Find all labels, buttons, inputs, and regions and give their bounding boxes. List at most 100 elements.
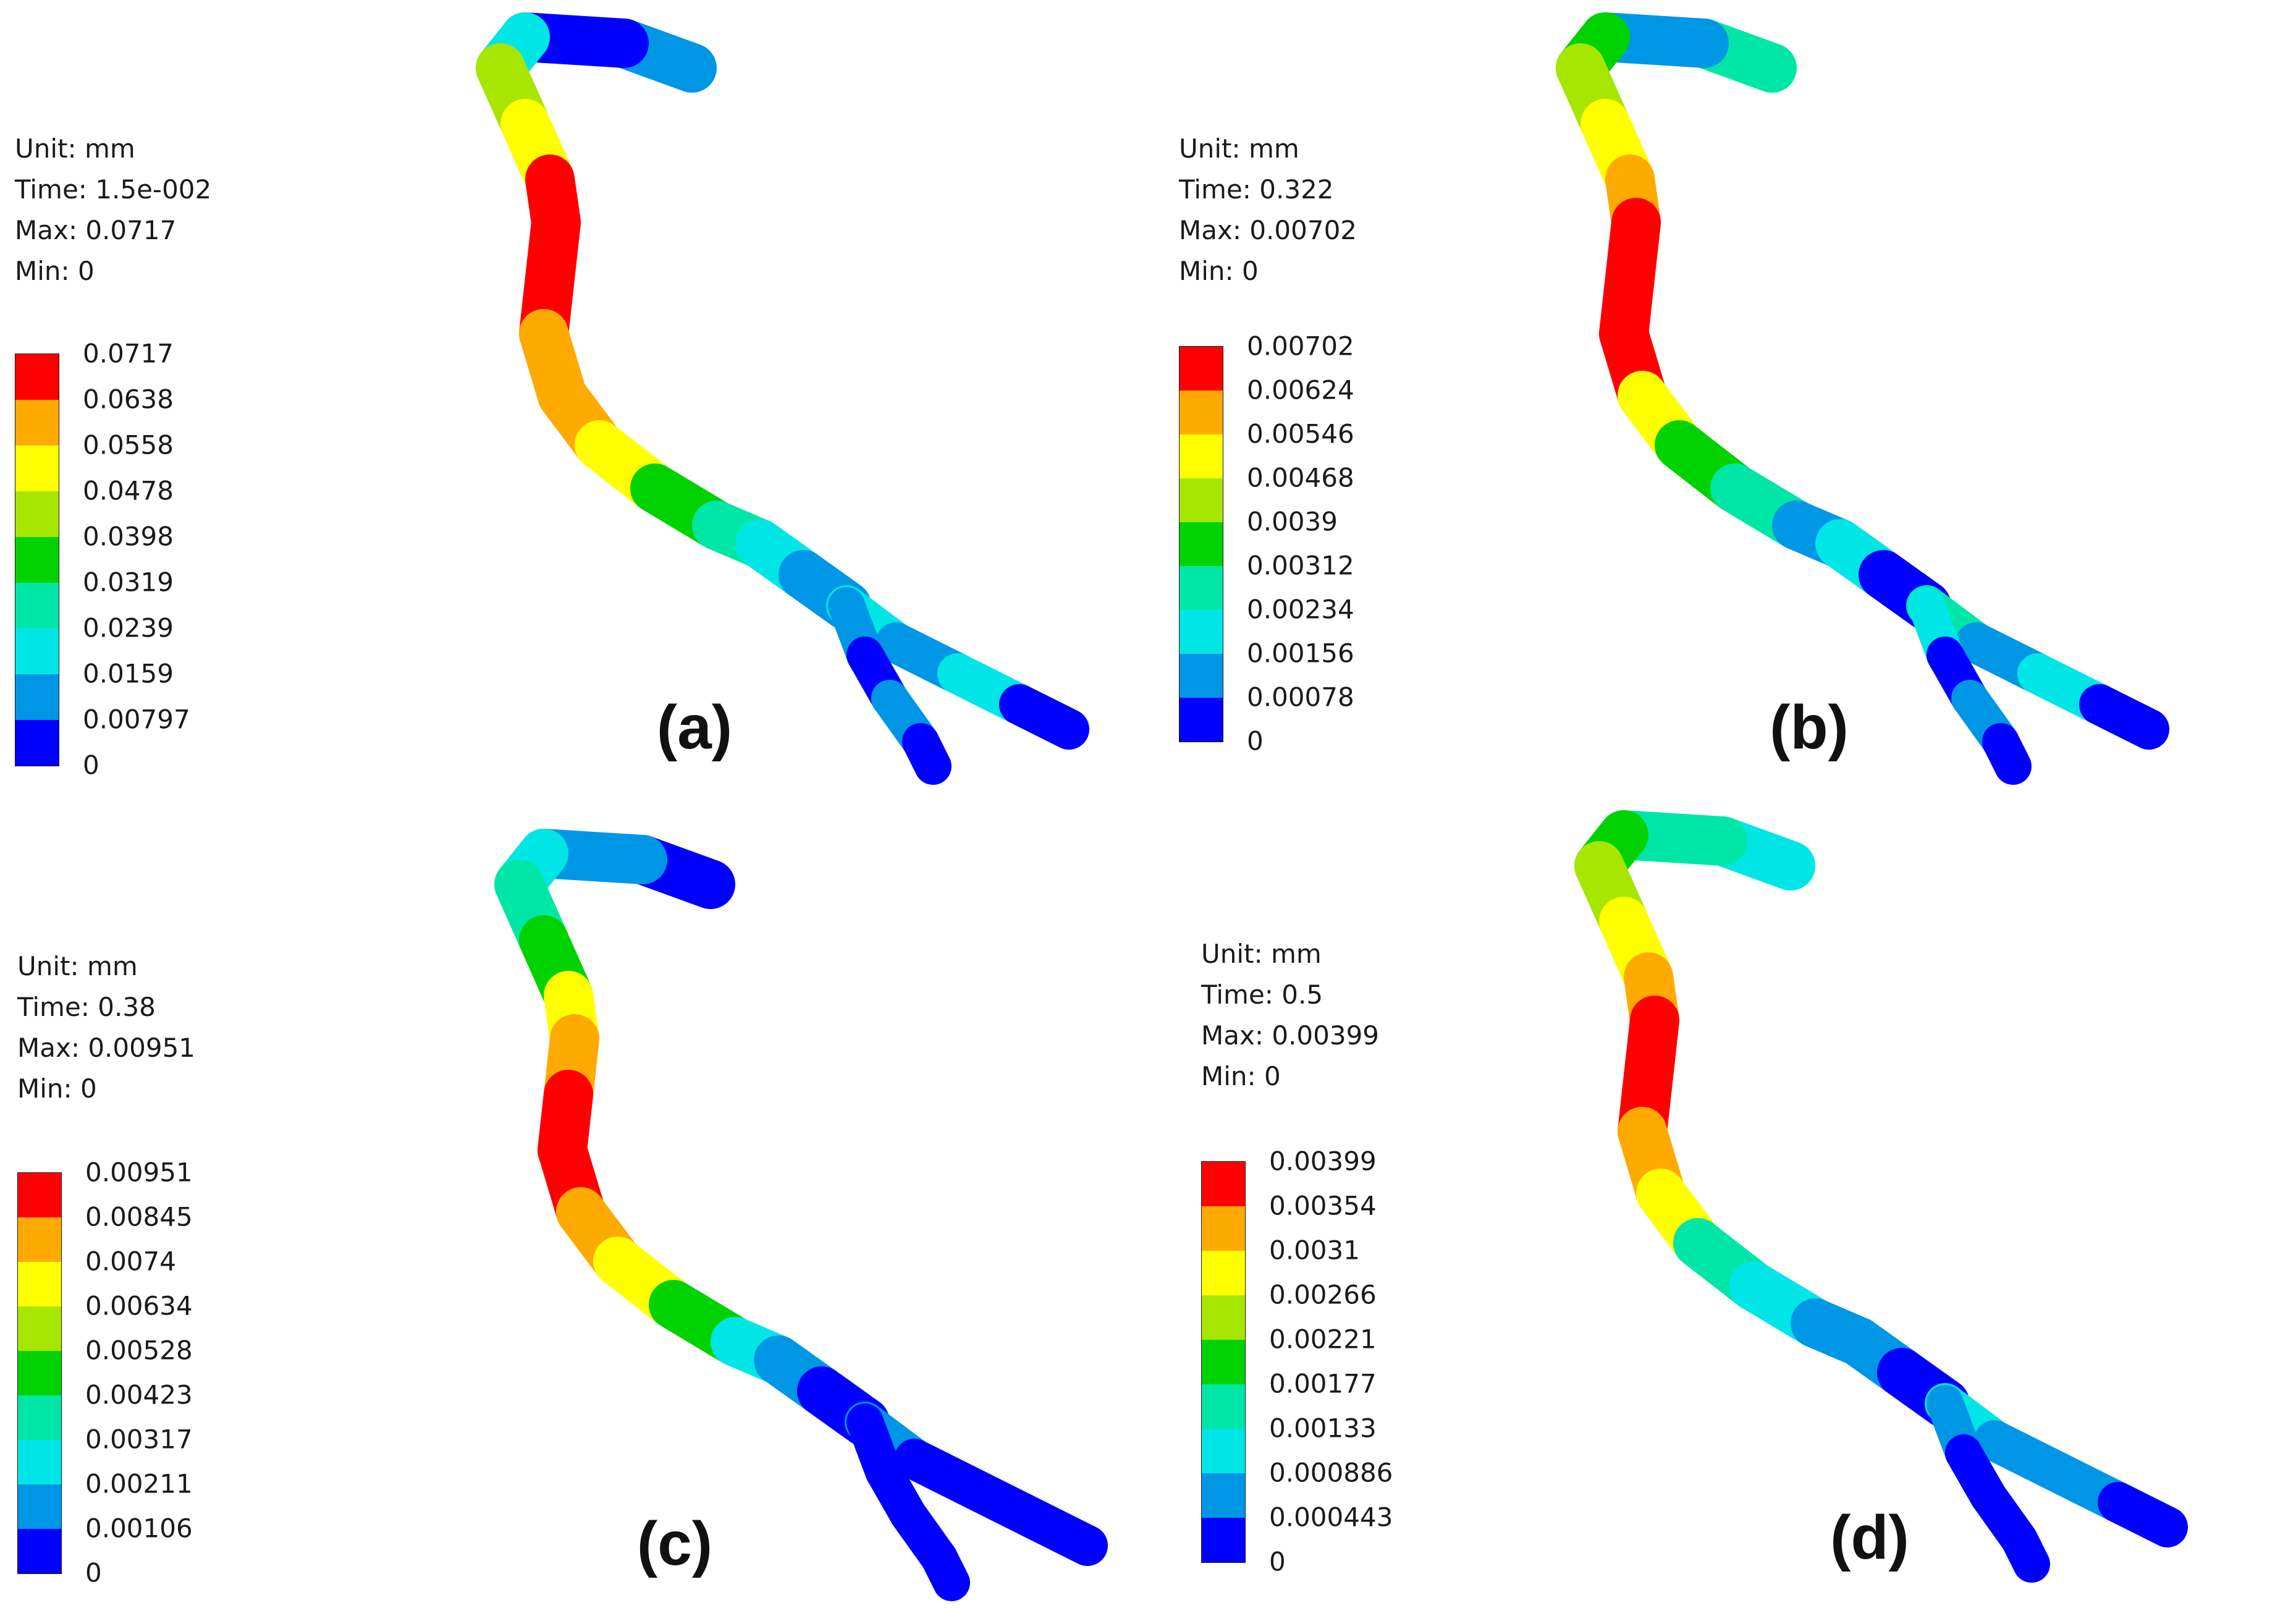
legend-tick-label: 0.00234 xyxy=(1247,594,1354,625)
legend-tick-label: 0.00468 xyxy=(1247,462,1354,493)
legend-tick-label: 0.0239 xyxy=(83,612,174,643)
legend-color-bin xyxy=(15,400,59,446)
legend-tick-label: 0.0398 xyxy=(83,521,174,552)
legend-tick-label: 0.000443 xyxy=(1269,1502,1393,1533)
legend-tick-label: 0.00177 xyxy=(1269,1368,1377,1399)
legend-colorbar xyxy=(17,1172,62,1574)
unit-text: Unit: mm xyxy=(17,951,138,981)
time-text: Time: 0.322 xyxy=(1179,174,1334,205)
vessel-segment xyxy=(2098,1482,2188,1547)
legend-color-bin xyxy=(1180,478,1223,522)
max-text: Max: 0.00951 xyxy=(17,1033,196,1063)
legend-tick-label: 0.0159 xyxy=(83,658,174,689)
vessel-segment xyxy=(2001,1521,2050,1583)
legend-tick-label: 0.00211 xyxy=(85,1468,193,1499)
unit-text: Unit: mm xyxy=(15,133,135,164)
legend-color-bin xyxy=(1202,1429,1245,1473)
legend-tick-label: 0.000886 xyxy=(1269,1457,1393,1488)
min-text: Min: 0 xyxy=(15,256,95,286)
legend-color-bin xyxy=(18,1217,61,1262)
legend-tick-label: 0.00951 xyxy=(85,1157,193,1188)
vessel-segment xyxy=(1982,723,2032,785)
panel-label: (c) xyxy=(636,1509,713,1578)
legend-color-bin xyxy=(1180,654,1223,698)
legend-color-bin xyxy=(15,446,59,491)
legend-colorbar xyxy=(1179,346,1223,742)
legend-tick-label: 0.0558 xyxy=(83,430,174,460)
legend-color-bin xyxy=(1180,698,1223,742)
legend-tick-label: 0 xyxy=(85,1557,102,1588)
legend-color-bin xyxy=(15,628,59,674)
legend-color-bin xyxy=(1202,1384,1245,1429)
info-block: Unit: mm Time: 0.5 Max: 0.00399 Min: 0 xyxy=(1201,934,1379,1097)
legend-color-bin xyxy=(1180,610,1223,654)
legend-color-bin xyxy=(15,720,59,766)
legend-color-bin xyxy=(15,674,59,720)
legend-tick-label: 0.0031 xyxy=(1269,1235,1360,1266)
legend-color-bin xyxy=(1202,1251,1245,1295)
legend-colorbar xyxy=(15,353,59,766)
legend-color-bin xyxy=(15,354,59,400)
legend-tick-label: 0.0319 xyxy=(83,567,174,598)
legend-tick-label: 0 xyxy=(1247,726,1264,756)
panel-a: Unit: mm Time: 1.5e-002 Max: 0.0717 Min:… xyxy=(0,0,1148,804)
legend-color-bin xyxy=(18,1173,61,1217)
legend-color-bin xyxy=(18,1395,61,1440)
legend-tick-label: 0.0638 xyxy=(83,384,174,415)
legend-tick-label: 0.0074 xyxy=(85,1246,176,1277)
legend-tick-label: 0 xyxy=(83,750,99,781)
vessel-model xyxy=(494,829,1108,1601)
legend-tick-label: 0.00845 xyxy=(85,1201,193,1232)
vessel-segment xyxy=(2079,684,2169,750)
legend-tick-label: 0.00634 xyxy=(85,1290,193,1321)
vessel-model xyxy=(476,12,1089,785)
legend-color-bin xyxy=(15,491,59,537)
legend-color-bin xyxy=(1180,391,1223,434)
panel-label: (a) xyxy=(656,693,733,762)
legend-color-bin xyxy=(1180,347,1223,391)
legend-color-bin xyxy=(18,1484,61,1529)
legend-tick-label: 0.00312 xyxy=(1247,550,1354,581)
time-text: Time: 0.38 xyxy=(17,992,156,1022)
legend-tick-label: 0.00423 xyxy=(85,1379,193,1410)
legend-colorbar xyxy=(1201,1161,1246,1563)
info-block: Unit: mm Time: 1.5e-002 Max: 0.0717 Min:… xyxy=(15,129,211,292)
legend-tick-label: 0.00078 xyxy=(1247,682,1354,713)
legend-color-bin xyxy=(1180,566,1223,610)
min-text: Min: 0 xyxy=(1201,1061,1281,1091)
legend-tick-label: 0.00546 xyxy=(1247,418,1354,449)
panel-c: Unit: mm Time: 0.38 Max: 0.00951 Min: 0 … xyxy=(0,804,1148,1608)
legend-tick-label: 0.00399 xyxy=(1269,1146,1377,1177)
time-text: Time: 1.5e-002 xyxy=(15,174,212,205)
legend-tick-label: 0.0717 xyxy=(83,338,174,369)
vessel-segment xyxy=(902,723,952,785)
legend-tick-label: 0.00156 xyxy=(1247,638,1354,669)
vessel-segment xyxy=(999,684,1089,750)
vessel-model xyxy=(1574,810,2188,1583)
max-text: Max: 0.00702 xyxy=(1179,215,1357,245)
vessel-segment xyxy=(921,1539,970,1601)
unit-text: Unit: mm xyxy=(1179,133,1299,164)
legend-color-bin xyxy=(15,537,59,583)
legend-color-bin xyxy=(18,1529,61,1573)
legend-color-bin xyxy=(1202,1340,1245,1384)
legend-tick-label: 0.00133 xyxy=(1269,1413,1377,1444)
legend-color-bin xyxy=(1202,1518,1245,1562)
min-text: Min: 0 xyxy=(17,1073,97,1104)
legend-tick-label: 0.00106 xyxy=(85,1513,193,1544)
legend-tick-label: 0.00266 xyxy=(1269,1279,1377,1310)
legend-color-bin xyxy=(1180,434,1223,478)
legend-color-bin xyxy=(18,1351,61,1395)
legend-color-bin xyxy=(1202,1206,1245,1251)
legend-tick-label: 0.00221 xyxy=(1269,1324,1377,1355)
legend-tick-label: 0.0039 xyxy=(1247,506,1338,537)
legend-tick-label: 0.00354 xyxy=(1269,1190,1377,1221)
vessel-segment xyxy=(1018,1500,1108,1566)
legend-color-bin xyxy=(1202,1295,1245,1340)
vessel-model xyxy=(1556,12,2169,785)
legend-color-bin xyxy=(18,1262,61,1306)
legend-tick-label: 0.00797 xyxy=(83,704,190,735)
panel-label: (d) xyxy=(1830,1503,1909,1572)
legend-tick-label: 0.00528 xyxy=(85,1335,193,1366)
legend-color-bin xyxy=(18,1306,61,1351)
